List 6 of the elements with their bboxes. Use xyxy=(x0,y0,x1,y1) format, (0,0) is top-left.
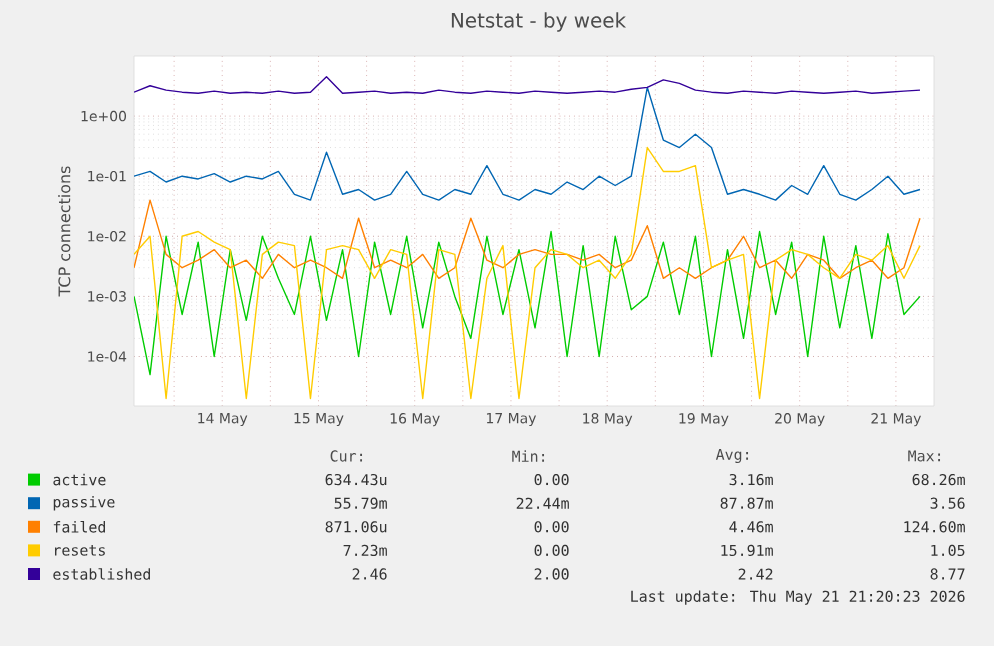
line-series xyxy=(134,230,921,376)
chart-title: Netstat - by week xyxy=(451,12,627,32)
line-series xyxy=(134,146,921,400)
line-series xyxy=(134,76,921,94)
line-series xyxy=(134,86,921,201)
line-series xyxy=(134,199,921,279)
